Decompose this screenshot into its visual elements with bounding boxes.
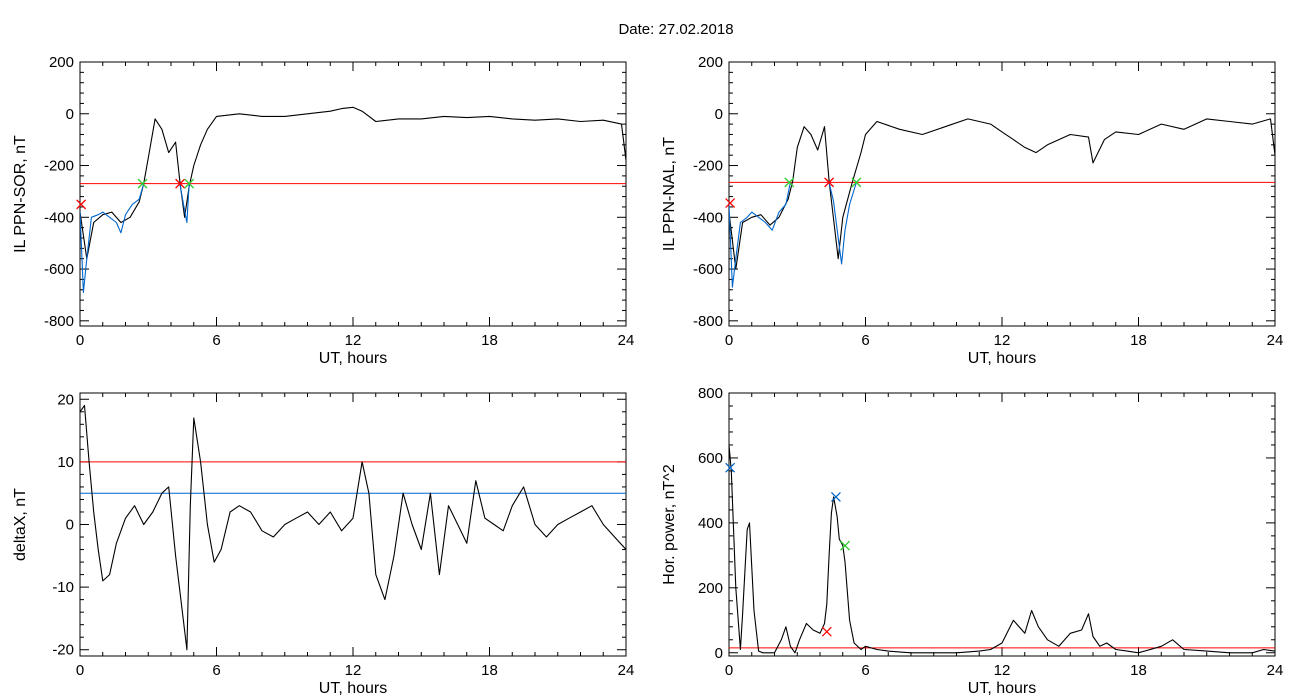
cross-marker-stroke: [824, 177, 835, 188]
cross-marker: [784, 177, 795, 188]
y-tick-label: 200: [49, 54, 74, 71]
x-tick-label: 18: [481, 332, 498, 349]
y-tick-label: 0: [66, 106, 74, 123]
chart-panel-deltax: 0 6 12 18 24 -20 -10 0 10 20 UT, hours deltaX, nT: [12, 391, 634, 697]
cross-marker: [175, 178, 186, 189]
y-tick-label: -800: [44, 313, 74, 330]
y-tick-label: -600: [44, 261, 74, 278]
cross-marker-stroke: [851, 177, 862, 188]
x-axis-label: UT, hours: [319, 350, 387, 367]
x-tick-label: 0: [76, 332, 84, 349]
plot-frame: [79, 392, 627, 657]
plot-frame: [79, 61, 627, 327]
x-tick-label: 6: [861, 662, 869, 679]
series-line: [729, 118, 1275, 270]
cross-marker-stroke: [725, 198, 736, 209]
cross-marker: [137, 178, 148, 189]
x-axis-label: UT, hours: [968, 680, 1036, 697]
x-tick-label: 6: [861, 332, 869, 349]
y-tick-label: -200: [44, 158, 74, 175]
x-tick-label: 0: [76, 662, 84, 679]
y-tick-label: -800: [693, 313, 723, 330]
cross-marker-stroke: [175, 178, 186, 189]
cross-marker: [725, 198, 736, 209]
y-tick-label: 20: [57, 391, 74, 408]
y-tick-label: 400: [698, 515, 723, 532]
x-tick-label: 18: [481, 662, 498, 679]
cross-marker-stroke: [76, 199, 87, 210]
x-tick-label: 18: [1130, 662, 1147, 679]
series-line: [80, 183, 145, 293]
y-axis-label: Hor. power, nT^2: [661, 464, 678, 585]
x-tick-label: 12: [345, 332, 362, 349]
y-tick-label: 200: [698, 580, 723, 597]
cross-marker: [824, 177, 835, 188]
y-tick-label: 600: [698, 450, 723, 467]
plot-area: [80, 106, 626, 293]
y-axis-label: IL PPN-NAL, nT: [661, 137, 678, 251]
series-line: [729, 444, 1275, 654]
x-tick-label: 24: [1267, 662, 1284, 679]
y-tick-label: -600: [693, 261, 723, 278]
y-tick-label: 10: [57, 454, 74, 471]
cross-marker: [821, 626, 832, 637]
series-line: [828, 182, 857, 265]
series-line: [80, 106, 626, 260]
x-tick-label: 18: [1130, 332, 1147, 349]
plot-frame: [728, 392, 1276, 657]
cross-marker: [840, 540, 850, 551]
y-axis-label: IL PPN-SOR, nT: [12, 135, 29, 253]
plot-area: [729, 444, 1275, 654]
y-tick-label: 200: [698, 54, 723, 71]
chart-panel-power: 0 6 12 18 24 0 200 400 600 800 UT, hours Hor. power…: [661, 385, 1283, 697]
cross-marker-stroke: [821, 626, 832, 637]
series-line: [80, 404, 626, 651]
cross-marker: [184, 178, 195, 189]
x-axis-label: UT, hours: [319, 680, 387, 697]
cross-marker-stroke: [725, 462, 736, 473]
x-tick-label: 12: [994, 662, 1011, 679]
cross-marker: [851, 177, 862, 188]
chart-panel-nal: 0 6 12 18 24 -800 -600 -400 -200 0 200 UT, hours IL …: [661, 54, 1283, 367]
page-title: Date: 27.02.2018: [618, 21, 733, 38]
y-tick-label: -10: [52, 579, 74, 596]
chart-panel-sor: 0 6 12 18 24 -800 -600 -400 -200 0 200 UT, hours IL …: [12, 54, 634, 367]
x-axis-label: UT, hours: [968, 350, 1036, 367]
x-tick-label: 24: [618, 332, 635, 349]
y-tick-label: 800: [698, 385, 723, 402]
y-tick-label: 0: [715, 645, 723, 662]
cross-marker-stroke: [137, 178, 148, 189]
x-tick-label: 12: [994, 332, 1011, 349]
y-tick-label: 0: [715, 106, 723, 123]
x-tick-label: 0: [725, 662, 733, 679]
y-tick-label: -20: [52, 642, 74, 659]
cross-marker-stroke: [184, 178, 195, 189]
cross-marker-stroke: [840, 540, 850, 551]
y-tick-label: -400: [693, 209, 723, 226]
cross-marker-stroke: [830, 491, 841, 502]
y-axis-label: deltaX, nT: [12, 488, 29, 561]
x-tick-label: 24: [618, 662, 635, 679]
series-line: [179, 183, 190, 224]
x-tick-label: 6: [212, 662, 220, 679]
series-line: [729, 182, 791, 288]
y-tick-label: -200: [693, 158, 723, 175]
x-tick-label: 24: [1267, 332, 1284, 349]
x-tick-label: 6: [212, 332, 220, 349]
x-tick-label: 12: [345, 662, 362, 679]
cross-marker-stroke: [784, 177, 795, 188]
cross-marker: [76, 199, 87, 210]
plot-area: [729, 118, 1275, 288]
cross-marker: [725, 462, 736, 473]
y-tick-label: 0: [66, 517, 74, 534]
plot-area: [80, 404, 626, 651]
x-tick-label: 0: [725, 332, 733, 349]
y-tick-label: -400: [44, 209, 74, 226]
cross-marker: [830, 491, 841, 502]
plot-frame: [728, 61, 1276, 327]
